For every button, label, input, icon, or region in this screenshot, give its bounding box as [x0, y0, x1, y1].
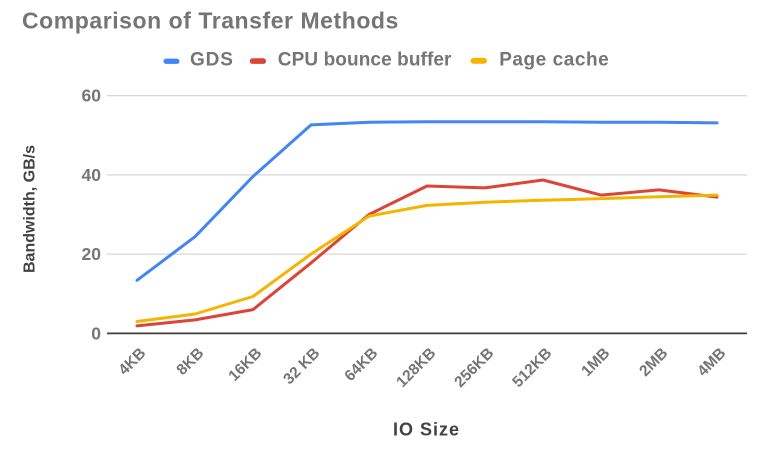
svg-text:IO Size: IO Size — [393, 420, 460, 440]
svg-text:60: 60 — [82, 86, 102, 106]
svg-text:Bandwidth, GB/s: Bandwidth, GB/s — [22, 145, 39, 273]
svg-text:20: 20 — [82, 244, 102, 264]
svg-text:GDS: GDS — [190, 50, 234, 71]
svg-text:CPU bounce buffer: CPU bounce buffer — [278, 50, 452, 71]
svg-text:Comparison of Transfer Methods: Comparison of Transfer Methods — [22, 8, 399, 34]
svg-text:0: 0 — [91, 323, 101, 343]
svg-text:Page cache: Page cache — [499, 50, 609, 71]
svg-text:40: 40 — [82, 165, 102, 185]
